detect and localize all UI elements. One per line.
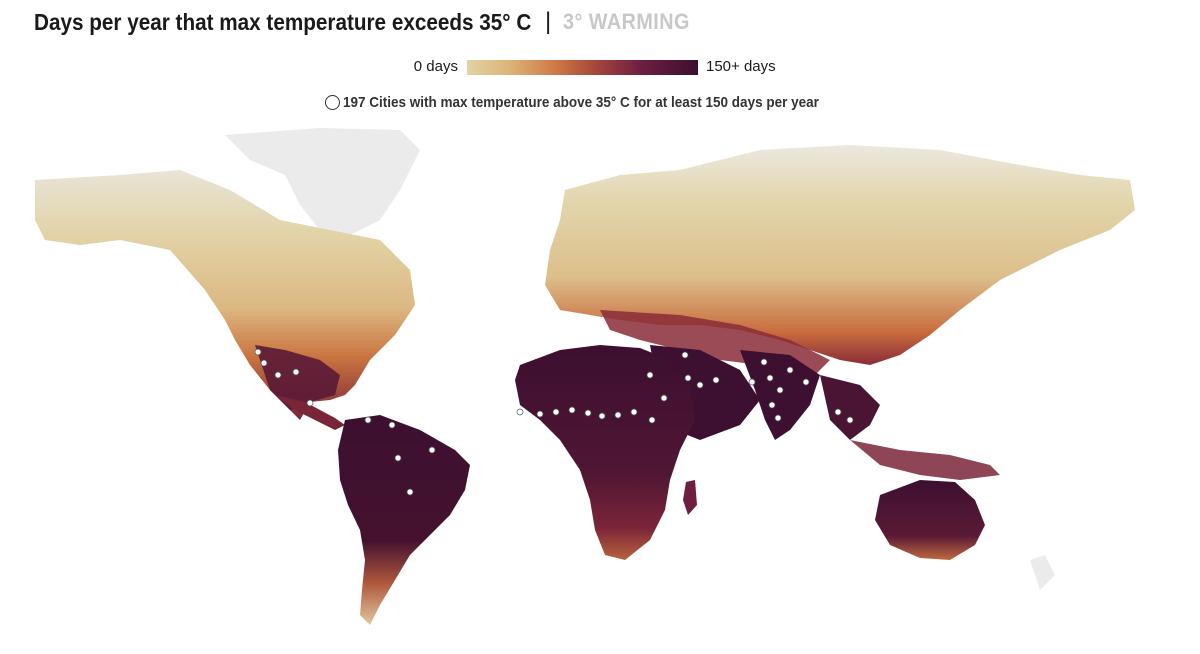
- city-marker: [406, 488, 414, 496]
- city-marker: [630, 408, 638, 416]
- city-marker: [516, 408, 524, 416]
- land-australia: [875, 480, 985, 560]
- city-marker: [274, 371, 282, 379]
- land-madagascar: [683, 480, 697, 515]
- city-marker: [598, 412, 606, 420]
- city-marker: [774, 414, 782, 422]
- city-marker: [260, 359, 268, 367]
- city-marker: [364, 416, 372, 424]
- city-marker: [584, 409, 592, 417]
- city-marker: [614, 411, 622, 419]
- land-central-america: [275, 395, 345, 430]
- city-marker: [786, 366, 794, 374]
- land-southeast-asia: [820, 375, 1000, 480]
- land-new-zealand: [1030, 555, 1055, 590]
- land-greenland: [225, 128, 420, 235]
- city-marker: [802, 378, 810, 386]
- world-map: [35, 128, 1135, 625]
- color-legend: 0 days 150+ days: [0, 57, 1200, 79]
- city-marker: [660, 394, 668, 402]
- city-marker: [648, 416, 656, 424]
- city-marker: [684, 374, 692, 382]
- page-title: Days per year that max temperature excee…: [34, 8, 532, 35]
- city-marker: [306, 399, 314, 407]
- city-marker: [846, 416, 854, 424]
- legend-max-label: 150+ days: [706, 58, 776, 75]
- city-marker: [834, 408, 842, 416]
- land-africa: [515, 345, 695, 560]
- city-marker: [776, 386, 784, 394]
- city-marker: [712, 376, 720, 384]
- land-north-america: [35, 170, 415, 420]
- title-row: Days per year that max temperature excee…: [34, 6, 704, 38]
- city-marker: [681, 351, 689, 359]
- cities-legend: 197 Cities with max temperature above 35…: [325, 92, 872, 112]
- land-europe-asia: [545, 145, 1135, 375]
- city-marker: [696, 381, 704, 389]
- city-marker: [552, 408, 560, 416]
- city-marker: [568, 406, 576, 414]
- city-marker: [428, 446, 436, 454]
- title-divider: |: [545, 8, 552, 35]
- city-marker: [646, 371, 654, 379]
- city-marker: [768, 401, 776, 409]
- circle-icon: [325, 94, 340, 110]
- city-marker: [536, 410, 544, 418]
- city-marker: [388, 421, 396, 429]
- city-marker: [760, 358, 768, 366]
- city-marker: [254, 348, 262, 356]
- legend-color-ramp: [467, 60, 698, 75]
- scenario-label: 3° WARMING: [563, 9, 691, 34]
- city-marker: [748, 378, 756, 386]
- city-marker: [394, 454, 402, 462]
- city-marker: [292, 368, 300, 376]
- city-markers: [254, 348, 854, 496]
- city-marker: [766, 374, 774, 382]
- land-south-america: [338, 415, 470, 625]
- legend-min-label: 0 days: [413, 58, 458, 75]
- cities-legend-text: 197 Cities with max temperature above 35…: [343, 93, 819, 111]
